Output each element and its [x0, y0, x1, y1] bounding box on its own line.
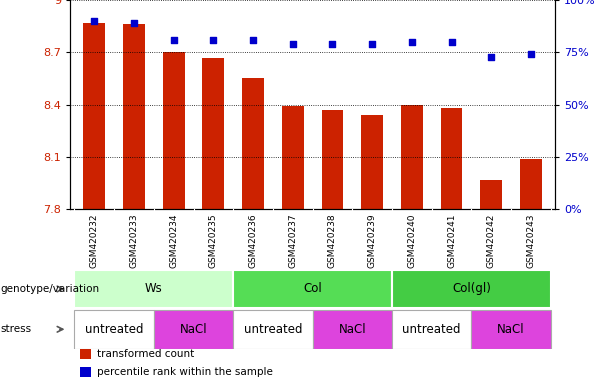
Bar [282, 106, 303, 209]
Text: genotype/variation: genotype/variation [1, 284, 100, 294]
Text: GSM420238: GSM420238 [328, 214, 337, 268]
Text: NaCl: NaCl [497, 323, 525, 336]
Point [169, 37, 178, 43]
Bar [233, 270, 392, 308]
Text: GSM420241: GSM420241 [447, 214, 456, 268]
Bar [401, 104, 423, 209]
Point [288, 41, 298, 47]
Bar [242, 78, 264, 209]
Bar [154, 310, 233, 349]
Text: NaCl: NaCl [338, 323, 366, 336]
Text: untreated: untreated [85, 323, 143, 336]
Bar [233, 310, 313, 349]
Bar [80, 367, 91, 377]
Bar [163, 52, 185, 209]
Point [208, 37, 218, 43]
Point [447, 39, 457, 45]
Point [407, 39, 417, 45]
Bar [80, 349, 91, 359]
Point [367, 41, 377, 47]
Text: GSM420236: GSM420236 [249, 214, 257, 268]
Bar [392, 270, 551, 308]
Text: NaCl: NaCl [180, 323, 207, 336]
Bar [481, 180, 502, 209]
Bar [74, 310, 154, 349]
Bar [74, 270, 233, 308]
Point [89, 18, 99, 24]
Point [486, 53, 496, 60]
Text: GSM420242: GSM420242 [487, 214, 496, 268]
Bar [202, 58, 224, 209]
Text: stress: stress [1, 324, 32, 334]
Bar [322, 110, 343, 209]
Bar [392, 310, 471, 349]
Text: transformed count: transformed count [97, 349, 194, 359]
Text: GSM420237: GSM420237 [288, 214, 297, 268]
Bar [123, 25, 145, 209]
Text: GSM420235: GSM420235 [209, 214, 218, 268]
Text: percentile rank within the sample: percentile rank within the sample [97, 367, 273, 377]
Text: GSM420232: GSM420232 [90, 214, 99, 268]
Text: untreated: untreated [403, 323, 461, 336]
Point [248, 37, 258, 43]
Bar [471, 310, 551, 349]
Text: GSM420233: GSM420233 [129, 214, 139, 268]
Point [526, 51, 536, 58]
Text: GSM420234: GSM420234 [169, 214, 178, 268]
Point [129, 20, 139, 26]
Text: GSM420243: GSM420243 [527, 214, 535, 268]
Text: GSM420239: GSM420239 [368, 214, 376, 268]
Point [327, 41, 337, 47]
Bar [313, 310, 392, 349]
Text: Ws: Ws [145, 283, 162, 295]
Text: Col: Col [303, 283, 322, 295]
Bar [441, 108, 462, 209]
Bar [520, 159, 542, 209]
Bar [83, 23, 105, 209]
Bar [361, 115, 383, 209]
Text: GSM420240: GSM420240 [408, 214, 416, 268]
Text: Col(gl): Col(gl) [452, 283, 491, 295]
Text: untreated: untreated [244, 323, 302, 336]
